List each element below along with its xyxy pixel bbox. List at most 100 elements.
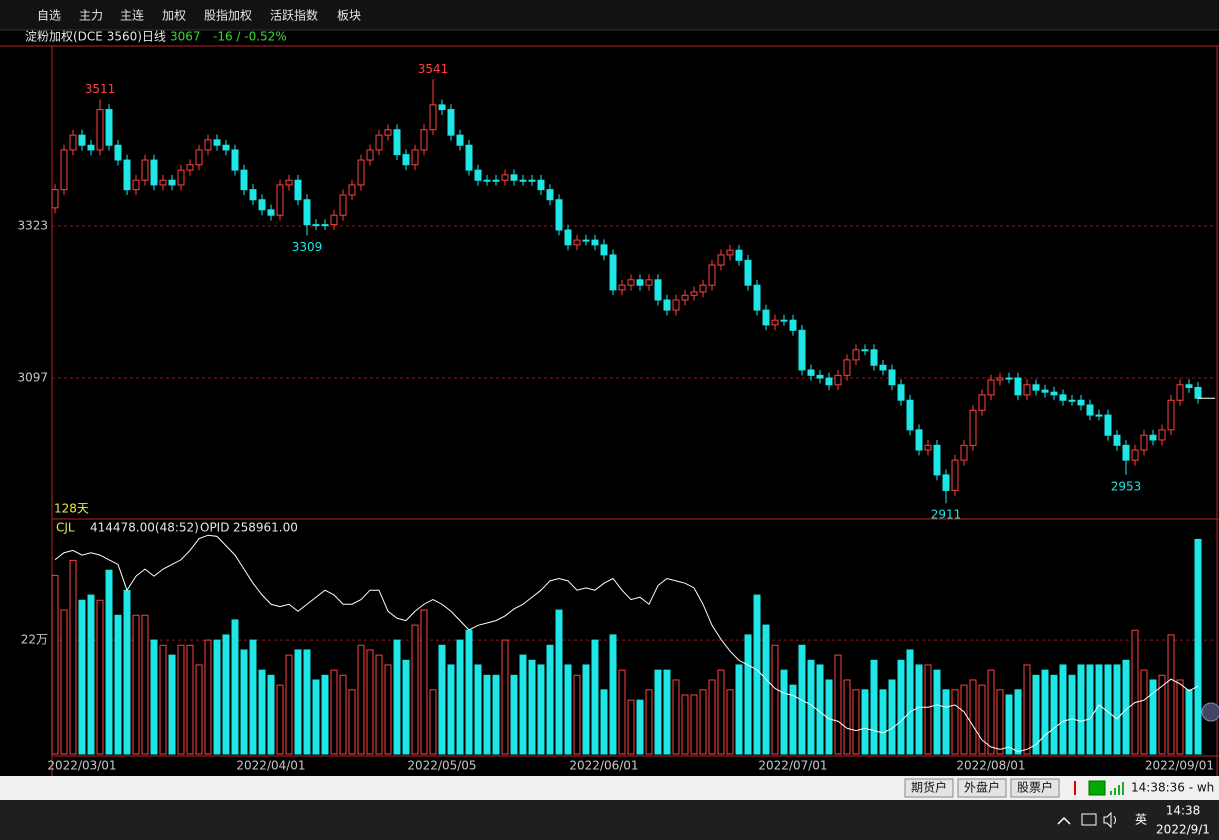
volume-bar <box>1140 669 1148 755</box>
candle-body <box>159 179 167 186</box>
x-tick-label: 2022/04/01 <box>236 759 305 773</box>
volume-bar <box>924 664 932 755</box>
candle-body <box>1005 377 1013 380</box>
extreme-label: 2911 <box>931 508 962 522</box>
volume-bar <box>123 589 131 755</box>
volume-bar <box>852 689 860 755</box>
volume-bar <box>600 689 608 755</box>
account-button[interactable]: 外盘户 <box>964 780 1000 795</box>
volume-bar <box>1113 664 1121 755</box>
candle-body <box>402 154 410 166</box>
volume-bar <box>555 609 563 755</box>
candle-body <box>1167 399 1175 431</box>
volume-bar <box>654 669 662 755</box>
volume-bar <box>915 664 923 755</box>
tray-date[interactable]: 2022/9/1 <box>1156 823 1210 837</box>
volume-bar <box>735 664 743 755</box>
volume-bar <box>159 644 167 755</box>
volume-bar <box>96 599 104 755</box>
volume-bar <box>348 689 356 755</box>
candle-body <box>303 199 311 226</box>
volume-bar <box>456 639 464 755</box>
candle-body <box>186 164 194 171</box>
volume-bar <box>987 669 995 755</box>
candle-body <box>960 444 968 461</box>
candle-body <box>672 299 680 311</box>
candle-body <box>78 134 86 146</box>
candle-body <box>690 291 698 296</box>
tray-chevron[interactable] <box>1057 816 1071 825</box>
tray-time[interactable]: 14:38 <box>1166 804 1201 818</box>
y-tick-label: 3097 <box>17 371 48 385</box>
candle-body <box>1131 449 1139 461</box>
candle-body <box>753 284 761 311</box>
volume-bar <box>582 664 590 755</box>
volume-bar <box>1059 664 1067 755</box>
volume-bar <box>312 679 320 755</box>
menu-item[interactable]: 活跃指数 <box>270 8 318 23</box>
candle-body <box>1059 394 1067 401</box>
candle-body <box>87 144 95 151</box>
volume-bar <box>447 664 455 755</box>
candle-body <box>942 474 950 491</box>
candle-body <box>627 279 635 286</box>
volume-bar <box>186 644 194 755</box>
volume-bar <box>663 669 671 755</box>
account-button[interactable]: 股票户 <box>1017 780 1053 795</box>
tray-network[interactable] <box>1081 813 1097 826</box>
x-tick-label: 2022/03/01 <box>47 759 116 773</box>
volume-bar <box>573 674 581 755</box>
volume-bar <box>681 694 689 755</box>
candle-body <box>357 159 365 186</box>
candle-body <box>1176 384 1184 401</box>
candle-body <box>384 129 392 136</box>
menu-item[interactable]: 自选 <box>37 9 61 23</box>
candle-body <box>780 319 788 322</box>
volume-bar <box>132 614 140 755</box>
tray-volume[interactable] <box>1103 811 1116 829</box>
account-button-frame[interactable] <box>1010 778 1060 798</box>
volume-bar <box>384 664 392 755</box>
candle-body <box>321 224 329 227</box>
candle-body <box>528 179 536 182</box>
candle-body <box>591 239 599 246</box>
candle-body <box>1095 414 1103 417</box>
menu-item[interactable]: 板块 <box>337 9 361 23</box>
tray-ime[interactable]: 英 <box>1135 813 1147 827</box>
candle-body <box>105 109 113 146</box>
last-price: 3067 <box>170 30 201 44</box>
volume-bar <box>1122 659 1130 755</box>
menu-item[interactable]: 主力 <box>79 9 103 23</box>
volume-bar <box>429 689 437 755</box>
candle-body <box>573 239 581 246</box>
volume-bar <box>717 669 725 755</box>
side-button[interactable] <box>1201 702 1219 722</box>
legend-cjl: CJL <box>56 521 75 535</box>
candle-body <box>375 134 383 151</box>
candle-body <box>663 299 671 311</box>
volume-bar <box>1176 679 1184 755</box>
candle-body <box>834 374 842 386</box>
candle-body <box>1068 399 1076 402</box>
menu-item[interactable]: 股指加权 <box>204 8 252 23</box>
candle-body <box>618 284 626 291</box>
account-button[interactable]: 期货户 <box>911 780 947 795</box>
volume-bar <box>609 634 617 755</box>
volume-bar <box>645 689 653 755</box>
menu-item[interactable]: 加权 <box>162 9 186 23</box>
volume-bar <box>672 679 680 755</box>
account-button-frame[interactable] <box>957 778 1007 798</box>
account-button-frame[interactable] <box>904 778 954 798</box>
candle-body <box>708 264 716 286</box>
volume-bar <box>168 654 176 755</box>
volume-bar <box>474 664 482 755</box>
menu-item[interactable]: 主连 <box>120 8 144 23</box>
volume-bar <box>339 674 347 755</box>
volume-bar <box>267 674 275 755</box>
volume-bar <box>762 624 770 755</box>
candle-body <box>1149 434 1157 441</box>
candle-body <box>546 189 554 201</box>
volume-bar <box>816 664 824 755</box>
candle-body <box>951 459 959 491</box>
